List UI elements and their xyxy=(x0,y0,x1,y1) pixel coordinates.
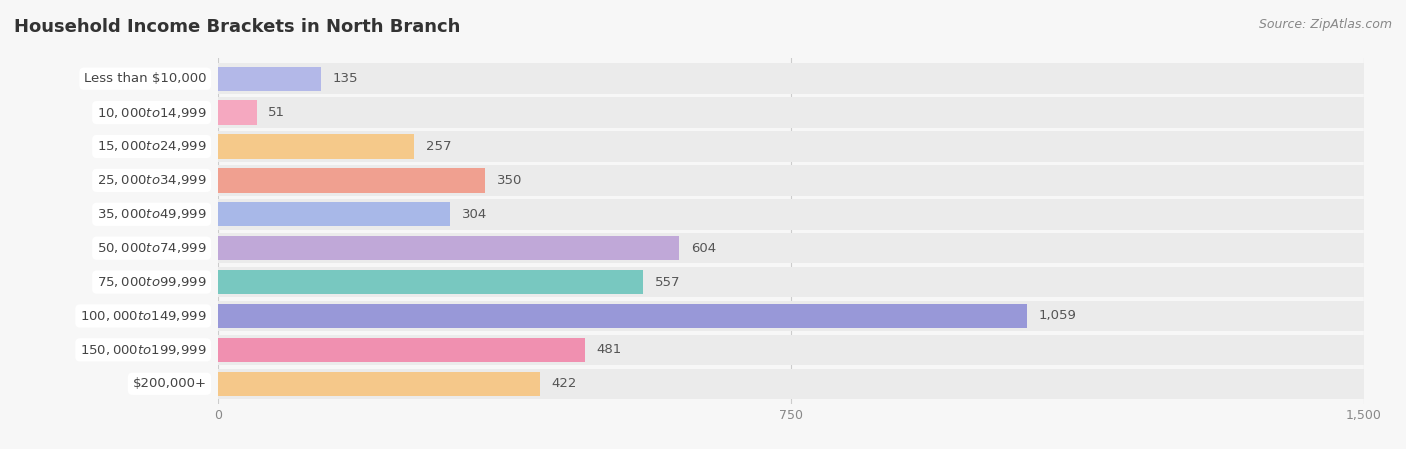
Text: 1,059: 1,059 xyxy=(1039,309,1076,322)
Bar xyxy=(218,301,1364,331)
Text: 257: 257 xyxy=(426,140,451,153)
Bar xyxy=(218,236,679,260)
Text: $150,000 to $199,999: $150,000 to $199,999 xyxy=(80,343,207,357)
Bar xyxy=(218,338,585,362)
Bar xyxy=(218,168,485,193)
Bar xyxy=(218,101,257,125)
Bar xyxy=(218,372,540,396)
Bar xyxy=(218,131,1364,162)
Bar xyxy=(218,63,1364,94)
Text: 135: 135 xyxy=(333,72,359,85)
Text: Source: ZipAtlas.com: Source: ZipAtlas.com xyxy=(1258,18,1392,31)
Text: Less than $10,000: Less than $10,000 xyxy=(84,72,207,85)
Text: $35,000 to $49,999: $35,000 to $49,999 xyxy=(97,207,207,221)
Text: 350: 350 xyxy=(496,174,522,187)
Text: $50,000 to $74,999: $50,000 to $74,999 xyxy=(97,241,207,255)
Bar xyxy=(218,97,1364,128)
Text: Household Income Brackets in North Branch: Household Income Brackets in North Branc… xyxy=(14,18,460,36)
Text: 51: 51 xyxy=(269,106,285,119)
Bar xyxy=(218,165,1364,196)
Text: $15,000 to $24,999: $15,000 to $24,999 xyxy=(97,140,207,154)
Text: $25,000 to $34,999: $25,000 to $34,999 xyxy=(97,173,207,187)
Text: 304: 304 xyxy=(461,208,486,221)
Text: 481: 481 xyxy=(596,343,621,357)
Text: $75,000 to $99,999: $75,000 to $99,999 xyxy=(97,275,207,289)
Bar xyxy=(218,233,1364,264)
Bar xyxy=(218,335,1364,365)
Text: $200,000+: $200,000+ xyxy=(132,377,207,390)
Text: 422: 422 xyxy=(551,377,576,390)
Bar xyxy=(218,270,644,294)
Text: 557: 557 xyxy=(655,276,681,289)
Bar xyxy=(218,66,321,91)
Bar xyxy=(218,134,415,158)
Text: $10,000 to $14,999: $10,000 to $14,999 xyxy=(97,106,207,119)
Text: 604: 604 xyxy=(690,242,716,255)
Bar xyxy=(218,369,1364,399)
Bar xyxy=(218,199,1364,229)
Bar xyxy=(218,202,450,226)
Text: $100,000 to $149,999: $100,000 to $149,999 xyxy=(80,309,207,323)
Bar xyxy=(218,267,1364,297)
Bar xyxy=(218,304,1026,328)
